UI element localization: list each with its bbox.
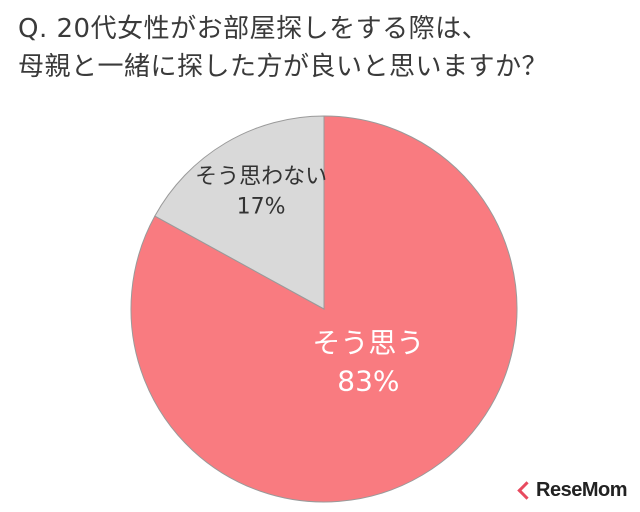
slice-value-label-1: 83% [337, 365, 399, 398]
pie-slice-2 [154, 115, 325, 310]
chart-title: Q. 20代女性がお部屋探しをする際は、 母親と一緒に探した方が良いと思いますか… [18, 10, 628, 86]
title-line-2: 母親と一緒に探した方が良いと思いますか？ [18, 52, 549, 82]
slice-label-1: そう思う [312, 327, 424, 360]
title-line-1: Q. 20代女性がお部屋探しをする際は、 [18, 14, 489, 44]
slice-label-2: そう思わない [195, 164, 327, 189]
resemom-logo: ReseMom [517, 476, 632, 504]
pie-slices [130, 115, 518, 503]
logo-mark-icon [517, 480, 536, 500]
logo-text: ReseMom [536, 478, 627, 501]
pie-labels: そう思う 83% そう思わない 17% [195, 164, 424, 397]
slice-value-label-2: 17% [237, 194, 286, 219]
